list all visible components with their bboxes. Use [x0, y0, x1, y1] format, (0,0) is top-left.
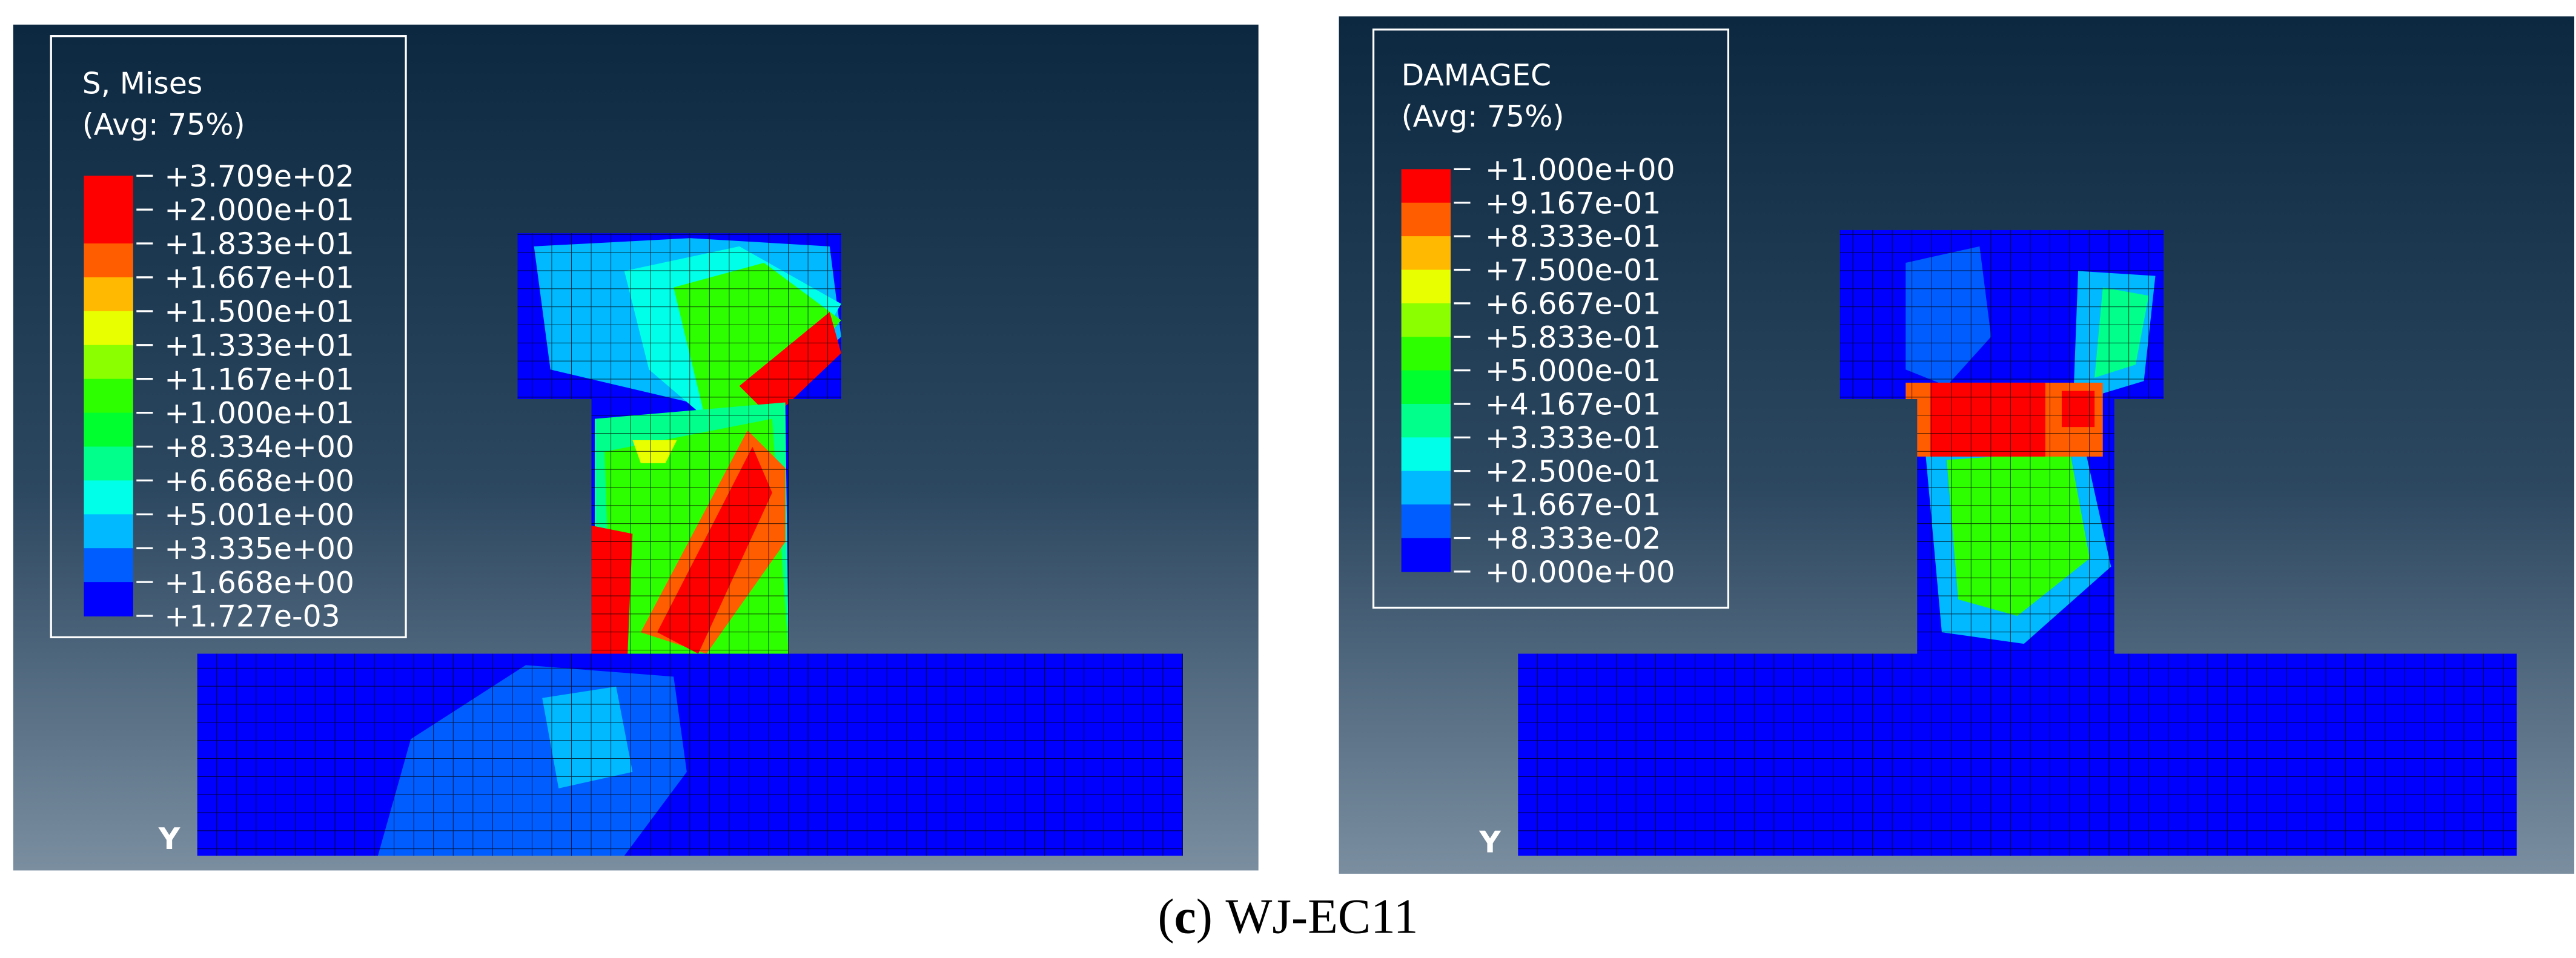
- legend-label: +6.667e-01: [1485, 286, 1661, 321]
- legend-swatch: [84, 345, 133, 380]
- legend-title: DAMAGEC: [1402, 58, 1551, 93]
- caption-text: WJ-EC11: [1226, 889, 1419, 944]
- legend-box: [50, 35, 407, 638]
- legend-label: +9.167e-01: [1485, 186, 1661, 220]
- legend-swatch: [84, 378, 133, 414]
- legend-swatch: [84, 277, 133, 312]
- legend-label: +1.667e-01: [1485, 488, 1661, 523]
- legend-swatch: [84, 243, 133, 278]
- caption-open: (: [1158, 889, 1174, 944]
- legend-label: +1.500e+01: [164, 294, 354, 329]
- legend-label: +1.167e+01: [164, 362, 354, 397]
- legend-label: +4.167e-01: [1485, 388, 1661, 422]
- legend-label: +5.001e+00: [164, 498, 354, 532]
- legend-swatch: [1401, 471, 1451, 505]
- caption: (c) WJ-EC11: [1158, 889, 1419, 944]
- legend-label: +8.333e-01: [1485, 220, 1661, 254]
- axis-label: Y: [158, 822, 180, 856]
- legend-swatch: [1401, 337, 1451, 371]
- legend-label: +8.334e+00: [164, 430, 354, 464]
- legend-swatch: [1401, 370, 1451, 405]
- legend-label: +6.668e+00: [164, 464, 354, 498]
- legend-swatch: [1401, 169, 1451, 203]
- legend-swatch: [1401, 437, 1451, 472]
- legend-swatch: [1401, 504, 1451, 539]
- legend-label: +1.727e-03: [164, 600, 340, 634]
- caption-close: ): [1196, 889, 1213, 944]
- legend-label: +1.000e+00: [1485, 153, 1675, 187]
- legend-subtitle: (Avg: 75%): [82, 107, 245, 142]
- caption-label: c: [1174, 889, 1196, 944]
- legend-label: +2.500e-01: [1485, 454, 1661, 489]
- legend-swatch: [1401, 403, 1451, 438]
- legend-box: [1372, 28, 1729, 609]
- legend-label: +1.000e+01: [164, 396, 354, 431]
- legend-label: +0.000e+00: [1485, 555, 1675, 589]
- legend-label: +5.000e-01: [1485, 354, 1661, 388]
- legend-label: +1.333e+01: [164, 328, 354, 363]
- legend-swatch: [84, 446, 133, 481]
- legend-swatch: [84, 412, 133, 448]
- legend-swatch: [1401, 269, 1451, 304]
- legend-label: +3.333e-01: [1485, 421, 1661, 455]
- legend-swatch: [84, 514, 133, 549]
- legend-swatch: [1401, 236, 1451, 271]
- legend-title: S, Mises: [82, 67, 203, 101]
- legend-swatch: [1401, 303, 1451, 338]
- legend-label: +1.667e+01: [164, 261, 354, 296]
- legend-label: +1.668e+00: [164, 566, 354, 600]
- legend-label: +5.833e-01: [1485, 320, 1661, 355]
- legend-label: +8.333e-02: [1485, 521, 1661, 556]
- legend-swatch: [84, 176, 133, 210]
- legends: S, Mises(Avg: 75%)+3.709e+02+2.000e+01+1…: [50, 28, 1729, 860]
- legend-label: +3.335e+00: [164, 532, 354, 566]
- legend-swatch: [84, 210, 133, 244]
- axis-label: Y: [1478, 825, 1501, 860]
- legend-subtitle: (Avg: 75%): [1402, 99, 1564, 134]
- legend-swatch: [84, 548, 133, 583]
- legend-swatch: [84, 311, 133, 346]
- legend-swatch: [1401, 538, 1451, 572]
- legend-label: +7.500e-01: [1485, 253, 1661, 288]
- legend-swatch: [84, 480, 133, 515]
- legend-swatch: [1401, 202, 1451, 237]
- legend-label: +2.000e+01: [164, 193, 354, 228]
- legend-label: +3.709e+02: [164, 159, 354, 194]
- legend-swatch: [84, 582, 133, 616]
- legend-label: +1.833e+01: [164, 227, 354, 262]
